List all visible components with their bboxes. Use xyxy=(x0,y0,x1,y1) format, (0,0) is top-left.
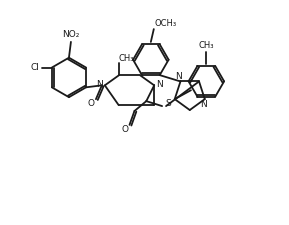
Text: CH₃: CH₃ xyxy=(199,41,214,50)
Text: S: S xyxy=(165,99,171,108)
Text: Cl: Cl xyxy=(31,63,40,72)
Text: N: N xyxy=(97,80,103,89)
Text: N: N xyxy=(156,80,162,89)
Text: NO₂: NO₂ xyxy=(62,30,79,39)
Text: O: O xyxy=(121,125,128,134)
Text: OCH₃: OCH₃ xyxy=(155,19,177,28)
Text: N: N xyxy=(175,72,182,81)
Text: O: O xyxy=(88,99,95,108)
Text: N: N xyxy=(200,99,207,108)
Text: CH₃: CH₃ xyxy=(119,54,134,63)
